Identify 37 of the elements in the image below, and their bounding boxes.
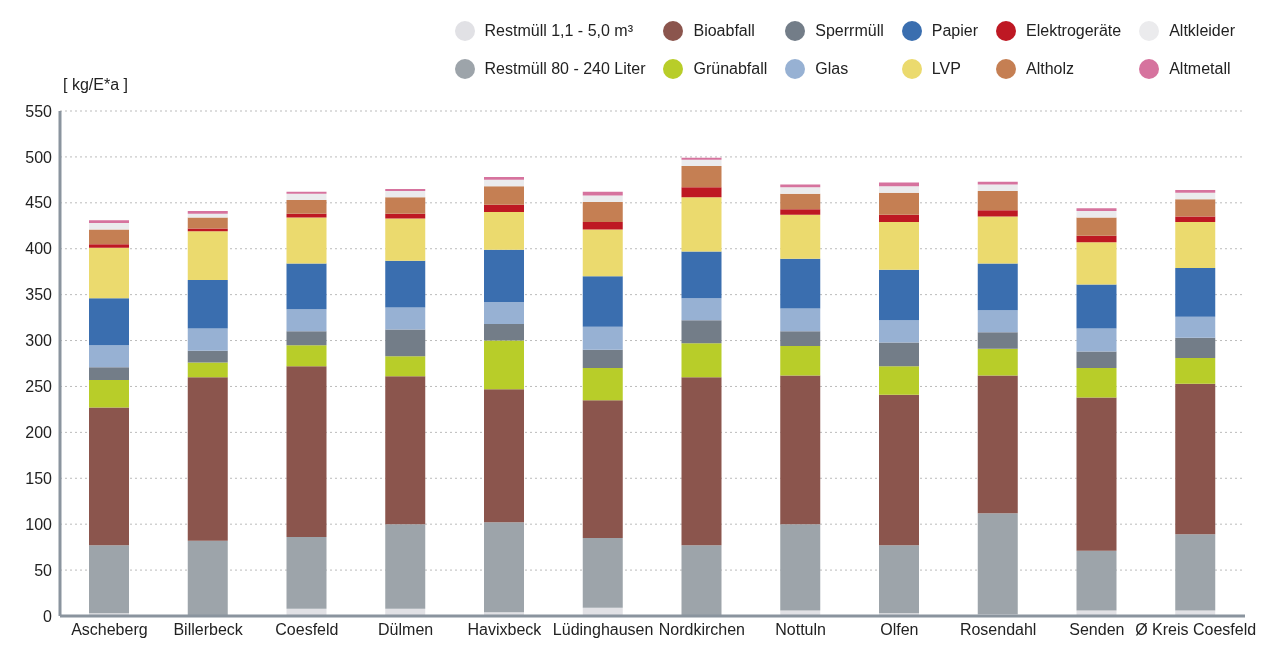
x-tick-label: Nottuln [775,621,826,639]
legend-label: Papier [931,22,979,40]
legend-label: Sperrmüll [815,22,884,40]
legend-label: Grünabfall [693,60,768,78]
legend-label: Altholz [1026,60,1075,78]
y-tick-label: 350 [25,286,53,304]
y-tick-label: 400 [25,240,53,258]
legend-label: Restmüll 80 - 240 Liter [484,60,646,78]
legend-label: Elektrogeräte [1026,22,1122,40]
x-tick-label: Havixbeck [467,621,543,639]
x-tick-label: Lüdinghausen [552,621,654,639]
x-tick-label: Nordkirchen [658,621,746,639]
legend-label: Altkleider [1169,22,1235,40]
legend-label: Glas [815,60,849,78]
y-tick-label: 50 [34,561,53,579]
y-tick-label: 550 [25,102,53,120]
legend-label: Restmüll 1,1 - 5,0 m³ [484,22,633,40]
x-tick-label: Senden [1069,621,1125,639]
legend-label: LVP [931,60,961,78]
y-tick-label: 500 [25,148,53,166]
legend-label: Bioabfall [693,22,755,40]
x-tick-label: Ø Kreis Coesfeld [1135,621,1257,639]
y-tick-label: 150 [25,469,53,487]
y-tick-label: 0 [43,607,53,625]
x-tick-label: Dülmen [378,621,434,639]
x-tick-label: Ascheberg [71,621,148,639]
y-axis-title: [ kg/E*a ] [63,76,128,94]
x-tick-label: Olfen [880,621,919,639]
y-tick-label: 450 [25,194,53,212]
y-tick-label: 200 [25,424,53,442]
legend-label: Altmetall [1169,60,1231,78]
x-tick-label: Rosendahl [959,621,1037,639]
y-tick-label: 300 [25,332,53,350]
y-tick-label: 100 [25,515,53,533]
y-tick-label: 250 [25,378,53,396]
x-tick-label: Coesfeld [275,621,339,639]
x-tick-label: Billerbeck [173,621,244,639]
